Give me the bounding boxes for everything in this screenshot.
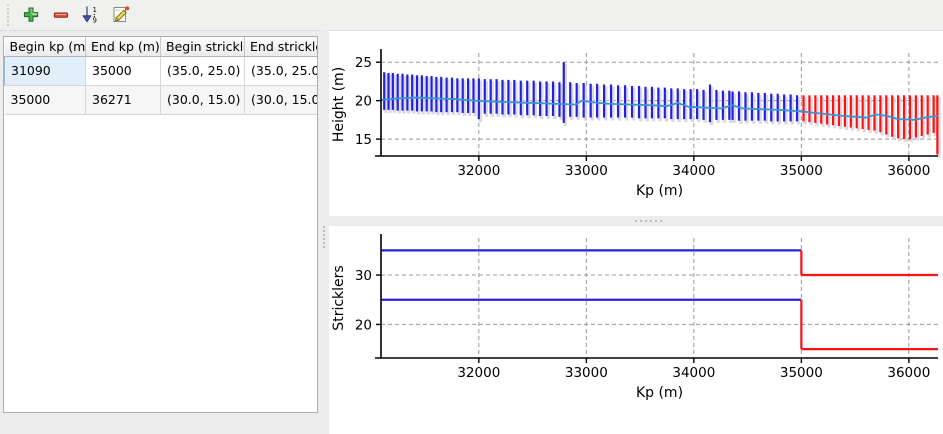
svg-text:34000: 34000: [672, 163, 715, 179]
svg-text:35000: 35000: [780, 163, 823, 179]
column-header-end-strickler[interactable]: End strickler: [244, 37, 317, 57]
cell-end-strickler[interactable]: (35.0, 25.0): [244, 56, 317, 86]
svg-text:34000: 34000: [672, 365, 715, 381]
sort-button[interactable]: 1 9: [76, 2, 106, 28]
svg-text:35000: 35000: [780, 365, 823, 381]
svg-text:Kp (m): Kp (m): [636, 385, 683, 401]
svg-text:33000: 33000: [565, 365, 608, 381]
height-chart[interactable]: 32000 33000 34000 35000 36000 15 20 25 Kp (m) Hei…: [329, 31, 943, 216]
cell-end-strickler[interactable]: (30.0, 15.0): [244, 85, 317, 115]
svg-text:36000: 36000: [887, 163, 930, 179]
svg-text:Stricklers: Stricklers: [331, 265, 347, 330]
column-header-end-kp[interactable]: End kp (m): [85, 37, 161, 57]
svg-text:1: 1: [93, 6, 97, 14]
strickler-table-panel: Begin kp (m) End kp (m) Begin strickler …: [3, 36, 318, 413]
svg-text:33000: 33000: [565, 163, 608, 179]
edit-button[interactable]: [106, 2, 136, 28]
cell-end-kp[interactable]: 35000: [85, 56, 161, 86]
svg-text:30: 30: [355, 268, 372, 284]
table-header-row: Begin kp (m) End kp (m) Begin strickler …: [4, 37, 317, 57]
svg-text:36000: 36000: [887, 365, 930, 381]
svg-text:20: 20: [355, 94, 372, 110]
horizontal-splitter[interactable]: [329, 216, 943, 226]
stricklers-chart[interactable]: 32000 33000 34000 35000 36000 20 30 Kp (m) Stric…: [329, 226, 943, 434]
minus-icon: [53, 12, 69, 18]
svg-text:Height (m): Height (m): [331, 67, 347, 142]
toolbar-drag-handle[interactable]: [3, 4, 12, 26]
svg-text:9: 9: [93, 17, 97, 25]
sort-1-9-icon: 1 9: [82, 6, 97, 25]
svg-text:32000: 32000: [457, 163, 500, 179]
svg-text:15: 15: [355, 132, 372, 148]
table-row[interactable]: 31090 35000 (35.0, 25.0) (35.0, 25.0): [4, 55, 317, 86]
add-row-button[interactable]: [16, 2, 46, 28]
cell-begin-strickler[interactable]: (30.0, 15.0): [160, 85, 245, 115]
svg-text:25: 25: [355, 55, 372, 71]
stricklers-chart-canvas: 32000 33000 34000 35000 36000 20 30 Kp (m) Stric…: [331, 234, 938, 401]
horizontal-splitter-grip: [635, 220, 662, 222]
svg-text:Kp (m): Kp (m): [636, 183, 683, 199]
cell-begin-strickler[interactable]: (35.0, 25.0): [160, 56, 245, 86]
strickler-table: Begin kp (m) End kp (m) Begin strickler …: [4, 37, 317, 115]
remove-row-button[interactable]: [46, 2, 76, 28]
column-header-begin-strickler[interactable]: Begin strickler: [160, 37, 245, 57]
cell-begin-kp[interactable]: 31090: [4, 55, 86, 86]
column-header-begin-kp[interactable]: Begin kp (m): [4, 37, 86, 57]
table-row[interactable]: 35000 36271 (30.0, 15.0) (30.0, 15.0): [4, 85, 317, 115]
height-chart-canvas: 32000 33000 34000 35000 36000 15 20 25 Kp (m) Hei…: [331, 49, 941, 199]
svg-text:32000: 32000: [457, 365, 500, 381]
cell-begin-kp[interactable]: 35000: [4, 85, 86, 115]
vertical-splitter-grip: [323, 226, 325, 248]
cell-end-kp[interactable]: 36271: [85, 85, 161, 115]
toolbar: 1 9: [0, 0, 943, 31]
plus-icon: [23, 7, 39, 22]
svg-text:20: 20: [355, 317, 372, 333]
edit-note-icon: [113, 6, 130, 22]
vertical-splitter[interactable]: [320, 30, 329, 434]
